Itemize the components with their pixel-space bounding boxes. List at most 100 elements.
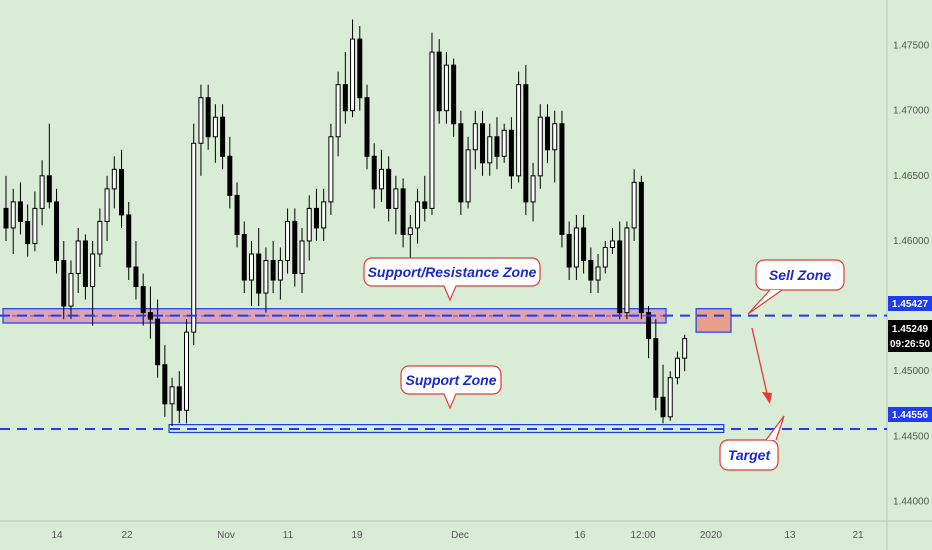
candle (458, 110, 464, 215)
horizontal-lines (0, 314, 887, 431)
candle (407, 214, 413, 261)
candle-body-down (660, 396, 666, 418)
candle-body-down (559, 123, 565, 235)
candle-body-up (10, 201, 16, 229)
candle (321, 188, 327, 241)
candle (530, 162, 536, 222)
zone-sell-zone (695, 308, 732, 333)
candle (378, 149, 384, 202)
candle (429, 32, 435, 215)
candle-body-up (465, 149, 471, 203)
candle-body-up (90, 253, 96, 288)
candle-body-up (198, 97, 204, 144)
candle-body-down (126, 214, 132, 268)
candle (581, 214, 587, 274)
candle-body-up (631, 181, 637, 229)
arrow-head-icon (762, 392, 772, 404)
candle (552, 110, 558, 183)
candle-body-up (111, 168, 117, 190)
candle-body-up (530, 175, 536, 203)
candle (68, 260, 74, 320)
candle-body-down (147, 312, 153, 320)
x-tick-label: 2020 (700, 530, 723, 541)
candle (653, 319, 659, 411)
candle-body-down (54, 201, 60, 261)
current-price-label: 1.45249 (892, 324, 929, 335)
candle (220, 104, 226, 170)
candle (328, 123, 334, 215)
candle-body-down (46, 175, 52, 203)
candle (357, 26, 363, 111)
candle-body-up (328, 136, 334, 203)
candle-body-up (32, 207, 38, 245)
candle (82, 234, 88, 300)
candle-body-down (220, 116, 226, 157)
candle-body-down (400, 188, 406, 235)
candle (480, 110, 486, 176)
candle-body-up (104, 188, 110, 222)
candle-body-up (429, 51, 435, 209)
candle-body-up (191, 142, 197, 333)
candle-body-up (624, 227, 630, 314)
candle-body-down (256, 253, 262, 294)
candle (10, 188, 16, 254)
candle-body-down (342, 84, 348, 112)
candle (39, 160, 45, 226)
candle-body-up (68, 273, 74, 307)
candle-body-down (646, 312, 652, 340)
candle-body-down (292, 220, 298, 275)
candle (631, 169, 637, 241)
candle-body-up (248, 253, 254, 281)
candle-body-up (516, 84, 522, 177)
candle (443, 52, 449, 124)
candle-body-down (82, 240, 88, 288)
candle (212, 104, 218, 163)
candle-body-down (61, 260, 67, 307)
candle-body-up (552, 123, 558, 151)
candle-body-up (595, 266, 601, 281)
candle (602, 240, 608, 274)
price-badge-lower-bg (888, 407, 932, 422)
current-price-badge: 1.45249 09:26:50 (888, 320, 932, 352)
candle-body-down (234, 194, 240, 235)
candle-body-down (133, 266, 139, 288)
callout-box-target (719, 439, 779, 471)
callout-support: Support Zone (400, 365, 502, 410)
candle-body-up (393, 188, 399, 209)
candle-body-up (537, 116, 543, 177)
callout-box-support (400, 365, 502, 410)
candle (566, 221, 572, 281)
callout-support-resistance: Support/Resistance Zone (363, 257, 541, 302)
candle (104, 175, 110, 241)
candle (176, 371, 182, 424)
candle (248, 240, 254, 307)
candle (516, 71, 522, 183)
callout-target: Target (719, 415, 785, 471)
candle-body-up (350, 38, 356, 112)
candle-body-down (480, 123, 486, 164)
candle (270, 240, 276, 294)
candle (595, 253, 601, 294)
candle (97, 208, 103, 268)
candle (342, 52, 348, 124)
candle (256, 227, 262, 307)
y-tick-label: 1.47500 (893, 41, 930, 52)
candle (169, 377, 175, 426)
candle (523, 65, 529, 215)
candle-body-down (313, 207, 319, 229)
candle (415, 188, 421, 244)
current-price-badge-bg (888, 320, 932, 352)
candle (501, 123, 507, 163)
candle (371, 143, 377, 209)
candle (198, 84, 204, 176)
candle (126, 201, 132, 281)
candle (227, 136, 233, 209)
candle-body-up (667, 377, 673, 418)
candle (674, 351, 680, 385)
candle (364, 84, 370, 170)
candle (682, 334, 688, 372)
candle (299, 227, 305, 294)
callout-pointer-target (765, 415, 785, 441)
candle (162, 345, 168, 417)
